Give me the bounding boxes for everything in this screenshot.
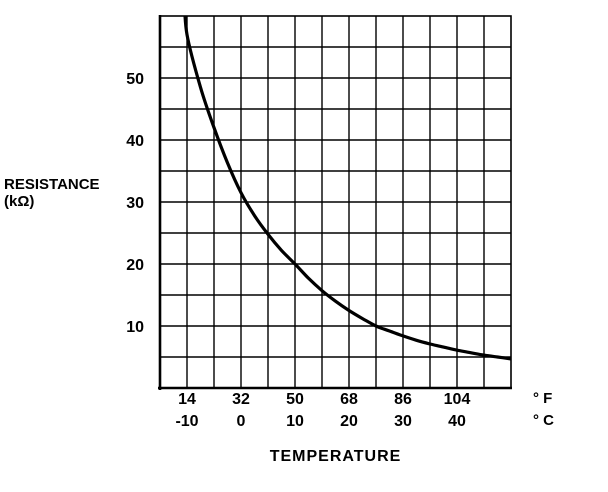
y-tick-label: 20 — [126, 257, 144, 274]
x-tick-label-fahrenheit: 14 — [178, 391, 196, 408]
x-tick-label-celsius: -10 — [175, 413, 198, 430]
x-tick-label-celsius: 20 — [340, 413, 358, 430]
x-axis-title: TEMPERATURE — [269, 448, 402, 465]
x-tick-label-fahrenheit: 32 — [232, 391, 250, 408]
resistance-curve — [183, 16, 511, 361]
fahrenheit-unit-label: ° F — [533, 390, 553, 407]
x-tick-label-fahrenheit: 68 — [340, 391, 358, 408]
y-axis-title-resistance: RESISTANCE — [4, 176, 100, 193]
y-tick-label: 30 — [126, 195, 144, 212]
x-tick-label-fahrenheit: 50 — [286, 391, 304, 408]
x-tick-label-celsius: 0 — [237, 413, 246, 430]
celsius-unit-label: ° C — [533, 412, 554, 429]
x-tick-label-fahrenheit: 104 — [444, 391, 471, 408]
y-tick-label: 10 — [126, 319, 144, 336]
x-tick-label-celsius: 10 — [286, 413, 304, 430]
x-tick-label-celsius: 30 — [394, 413, 412, 430]
y-axis-title: RESISTANCE (kΩ) — [4, 176, 100, 210]
y-tick-label: 50 — [126, 71, 144, 88]
y-axis-title-units: (kΩ) — [4, 193, 35, 210]
x-tick-label-celsius: 40 — [448, 413, 466, 430]
y-tick-label: 40 — [126, 133, 144, 150]
x-tick-label-fahrenheit: 86 — [394, 391, 412, 408]
